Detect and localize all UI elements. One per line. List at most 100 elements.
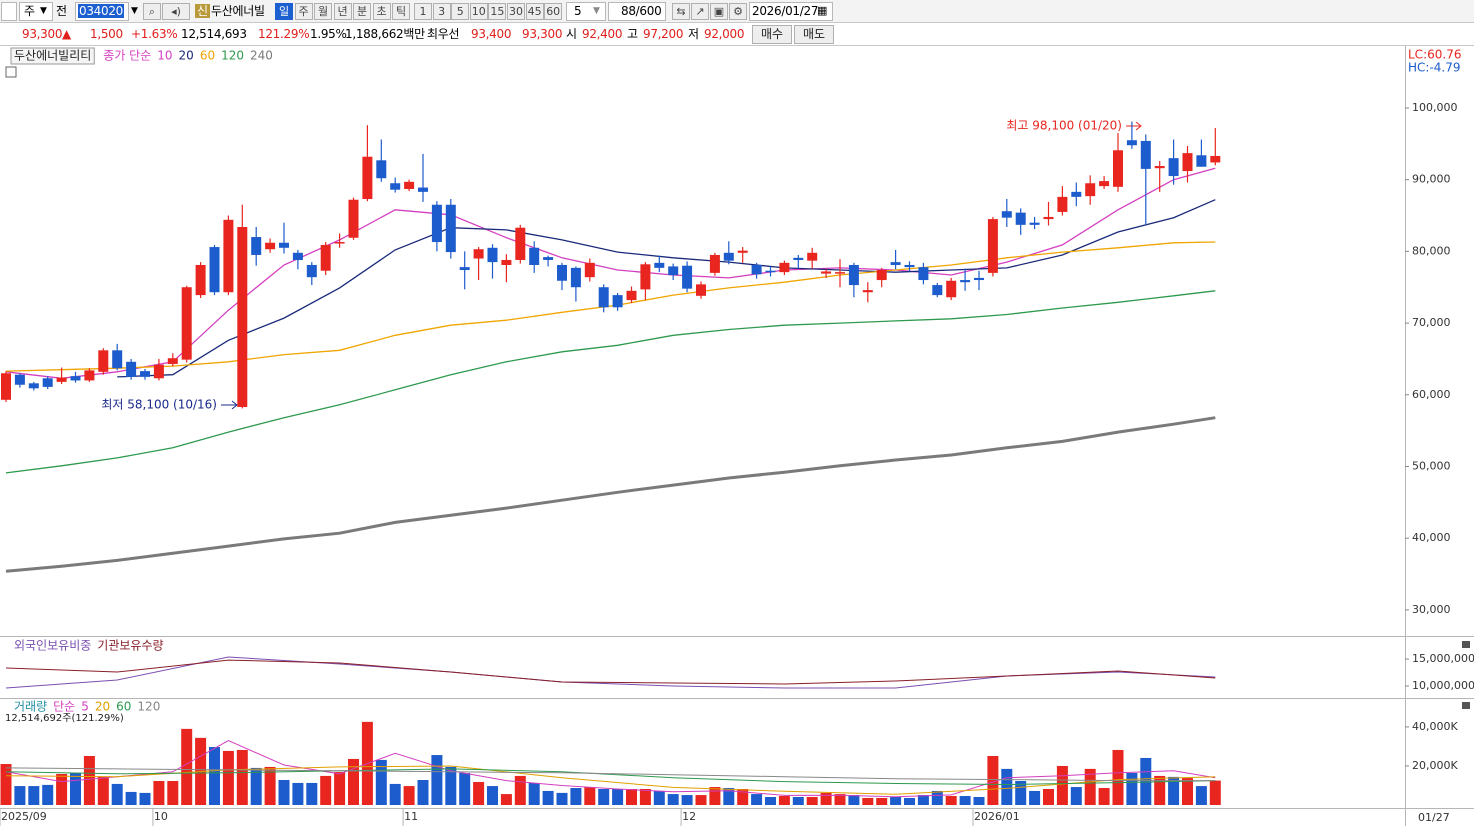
new-badge: 신 xyxy=(195,4,210,18)
line-series xyxy=(5,740,1216,798)
toolbar-button[interactable]: 5 xyxy=(451,3,470,20)
tool-button[interactable]: ⇆ xyxy=(672,3,690,20)
volume-bar xyxy=(250,767,262,805)
volume-bar xyxy=(167,780,179,805)
candle-body xyxy=(195,264,206,296)
toolbar-button[interactable]: 15 xyxy=(488,3,507,20)
y-tick-label: 15,000,000 xyxy=(1412,652,1474,665)
dropdown-arrow[interactable]: ▼ xyxy=(131,6,138,16)
panel-icon[interactable] xyxy=(1462,702,1470,709)
code[interactable]: 034020 xyxy=(78,4,125,18)
legend-entry: 240 xyxy=(250,49,273,63)
volume-bar xyxy=(278,780,290,805)
chart-title: 두산에너빌리티 xyxy=(14,49,91,63)
arrow: ▲ xyxy=(62,27,71,41)
market[interactable]: 주 xyxy=(24,4,35,18)
interval-select-value[interactable]: 5 xyxy=(574,4,582,18)
candle-body xyxy=(1168,158,1179,177)
candle-body xyxy=(515,227,526,260)
search-button[interactable]: ⌕ xyxy=(143,3,161,20)
calendar-icon[interactable]: ▦ xyxy=(817,4,828,17)
toolbar-button[interactable]: 10 xyxy=(469,3,488,20)
toolbar-button[interactable]: 45 xyxy=(525,3,544,20)
toolbar-button[interactable]: 년 xyxy=(333,3,352,20)
candle-body xyxy=(1043,216,1054,220)
volume-ratio: 121.29% xyxy=(258,27,310,41)
toolbar-button[interactable]: 1 xyxy=(414,3,432,20)
y-tick-label: 10,000,000 xyxy=(1412,679,1474,692)
volume-bar xyxy=(1084,768,1096,805)
candle-body xyxy=(98,350,109,372)
candle-body xyxy=(1196,155,1207,167)
dropdown-arrow[interactable]: ▼ xyxy=(593,6,600,16)
volume-bar xyxy=(834,794,846,805)
save-button[interactable]: ▣ xyxy=(710,3,728,20)
toolbar-button[interactable]: 분 xyxy=(353,3,371,20)
volume-bar xyxy=(83,756,95,805)
toolbar-button[interactable]: 초 xyxy=(372,3,391,20)
dropdown-arrow[interactable]: ▼ xyxy=(40,6,47,16)
line-series xyxy=(117,199,1216,378)
market-select[interactable] xyxy=(19,2,53,21)
candle-body xyxy=(181,287,192,360)
volume-bar xyxy=(904,797,915,805)
date-box[interactable] xyxy=(749,2,833,21)
volume-bar xyxy=(334,772,346,805)
toolbar-button[interactable]: 틱 xyxy=(392,3,410,20)
candle-body xyxy=(946,280,957,298)
candle-body xyxy=(209,247,220,293)
candle-body xyxy=(1015,212,1026,225)
panel-icon[interactable] xyxy=(1462,641,1470,648)
legend-entry: 60 xyxy=(200,49,215,63)
interval-select[interactable] xyxy=(566,2,606,21)
volume-bar xyxy=(14,786,26,805)
toolbar-button[interactable]: 30 xyxy=(507,3,525,20)
y-tick-label: 70,000 xyxy=(1412,316,1451,329)
candle-body xyxy=(765,270,776,273)
candle-body xyxy=(306,264,317,278)
volume-bar xyxy=(709,787,721,805)
volume-bar xyxy=(973,796,985,805)
volume-bar xyxy=(209,747,220,805)
sound-button[interactable]: ◂) xyxy=(162,3,190,20)
x-tick-label: 10 xyxy=(154,810,168,823)
volume-bar xyxy=(778,796,790,805)
volume-bar xyxy=(820,792,832,805)
candle-body xyxy=(251,237,262,255)
toolbar-button[interactable]: 60 xyxy=(544,3,563,20)
candle-body xyxy=(612,295,623,308)
volume-bar xyxy=(931,790,943,805)
change: 1,500 xyxy=(90,27,123,41)
buy-button[interactable]: 매수 xyxy=(752,25,792,44)
candle-body xyxy=(543,257,554,260)
date[interactable]: 2026/01/27 xyxy=(752,4,819,18)
settings-button[interactable]: ⚙ xyxy=(729,3,747,20)
y-tick-label: 60,000 xyxy=(1412,388,1451,401)
volume-bar xyxy=(125,791,137,805)
sell-button[interactable]: 매도 xyxy=(794,25,834,44)
volume-bar xyxy=(765,796,776,805)
tool-button[interactable]: ↗ xyxy=(691,3,709,20)
toolbar-button[interactable]: 월 xyxy=(314,3,332,20)
volume-bar xyxy=(348,758,359,805)
candle-body xyxy=(473,249,484,259)
menu-icon[interactable] xyxy=(1,2,17,21)
toolbar-button[interactable]: 주 xyxy=(294,3,313,20)
scope[interactable]: 전 xyxy=(56,4,67,18)
candle-body xyxy=(723,252,734,261)
y-tick-label: 40,000K xyxy=(1412,720,1458,733)
x-tick-label: 2025/09 xyxy=(1,810,47,823)
volume-bar xyxy=(584,787,596,805)
candle-body xyxy=(418,187,428,192)
toolbar-button[interactable]: 3 xyxy=(432,3,451,20)
price: 93,300 xyxy=(22,27,63,41)
volume-bar xyxy=(917,795,929,805)
open-label: 시 xyxy=(566,27,577,41)
panel-icon[interactable] xyxy=(5,66,17,78)
toolbar-button[interactable]: 일 xyxy=(275,3,293,20)
volume-bar xyxy=(181,728,193,805)
candle-body xyxy=(320,244,331,271)
candle-body xyxy=(960,280,971,283)
volume-bar xyxy=(459,772,471,805)
candle-body xyxy=(598,287,609,308)
